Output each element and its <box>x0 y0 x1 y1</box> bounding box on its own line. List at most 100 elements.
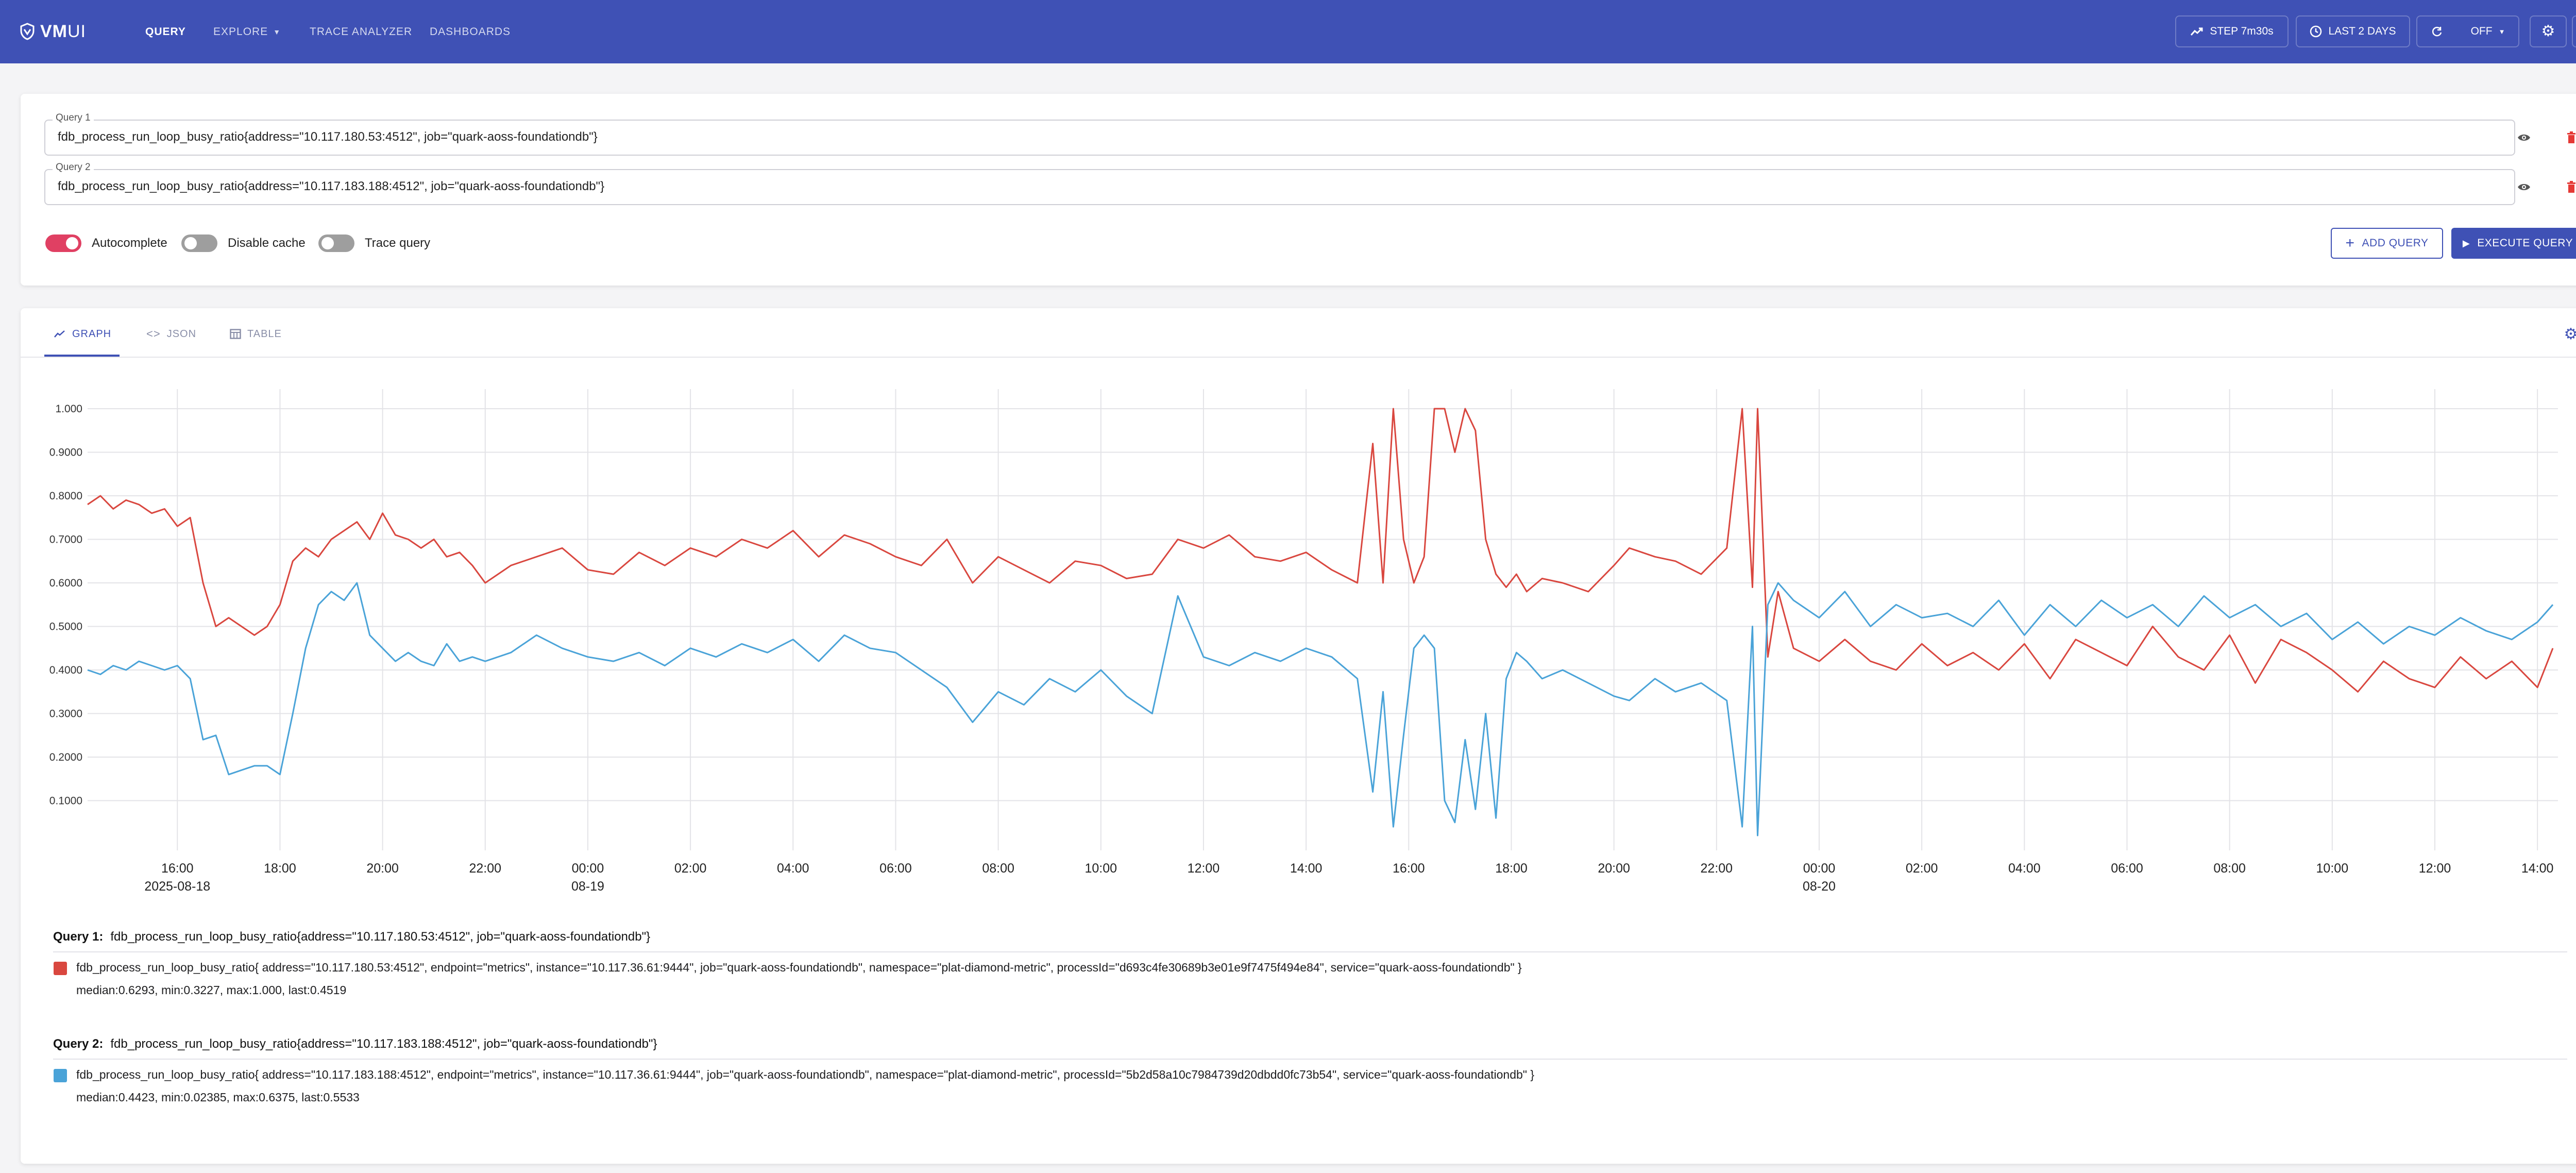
y-tick-label: 0.9000 <box>49 447 82 459</box>
x-tick-label: 06:00 <box>2111 861 2143 876</box>
y-tick-label: 0.2000 <box>49 751 82 763</box>
query-2-field[interactable] <box>44 169 2515 205</box>
query-2-label: Query 2 <box>53 162 94 173</box>
x-tick-label: 08:00 <box>2213 861 2246 876</box>
x-tick-date-label: 08-19 <box>571 879 604 894</box>
query-1-label: Query 1 <box>53 112 94 124</box>
x-tick-label: 18:00 <box>1495 861 1528 876</box>
refresh-label: OFF <box>2470 25 2493 37</box>
x-tick-label: 14:00 <box>1290 861 1323 876</box>
trash-icon <box>2567 181 2575 193</box>
y-tick-label: 0.8000 <box>49 490 82 502</box>
tab-json[interactable]: <> JSON <box>146 325 196 343</box>
x-tick-label: 08:00 <box>982 861 1014 876</box>
trace-query-toggle[interactable]: Trace query <box>318 234 430 253</box>
y-tick-label: 0.7000 <box>49 534 82 546</box>
y-tick-label: 0.1000 <box>49 795 82 807</box>
disable-cache-switch[interactable] <box>181 234 217 252</box>
line-chart: 1.000 0.9000 0.8000 0.7000 0.6000 0.5000 0.400… <box>49 389 2558 894</box>
logo-suffix: UI <box>67 21 86 41</box>
toggle-visibility-button[interactable] <box>2513 176 2535 198</box>
x-tick-label: 20:00 <box>1598 861 1630 876</box>
chevron-down-icon: ▼ <box>273 27 281 36</box>
nav-dashboards[interactable]: DASHBOARDS <box>430 25 511 38</box>
legend-series-2-label[interactable]: fdb_process_run_loop_busy_ratio{ address… <box>76 1068 1535 1081</box>
plus-icon: + <box>2345 234 2355 252</box>
legend-series-1-label[interactable]: fdb_process_run_loop_busy_ratio{ address… <box>76 961 1522 974</box>
refresh-icon <box>2432 27 2442 37</box>
trace-query-switch[interactable] <box>318 234 354 252</box>
x-tick-label: 04:00 <box>2008 861 2041 876</box>
tabs-divider <box>21 357 2576 358</box>
y-tick-label: 0.5000 <box>49 621 82 633</box>
x-tick-label: 18:00 <box>264 861 296 876</box>
x-tick-label: 16:00 <box>161 861 194 876</box>
delete-query-button[interactable] <box>2561 176 2576 198</box>
x-tick-label: 22:00 <box>1701 861 1733 876</box>
nav-explore-label: EXPLORE <box>213 25 268 38</box>
legend-series-1-color[interactable] <box>54 962 67 975</box>
delete-query-button[interactable] <box>2561 127 2576 148</box>
add-query-button[interactable]: + ADD QUERY <box>2331 228 2443 259</box>
autocomplete-switch[interactable] <box>45 234 81 252</box>
autocomplete-label: Autocomplete <box>92 236 167 250</box>
nav-trace-analyzer[interactable]: TRACE ANALYZER <box>310 25 413 38</box>
legend-query-1-label: Query 1: <box>53 930 104 944</box>
settings-button[interactable]: ⚙ <box>2530 15 2567 47</box>
query-1-field[interactable] <box>44 120 2515 156</box>
gear-icon: ⚙ <box>2564 325 2576 343</box>
tab-table-label: TABLE <box>247 328 282 340</box>
toggle-visibility-button[interactable] <box>2513 127 2535 148</box>
x-tick-label: 10:00 <box>2316 861 2349 876</box>
x-tick-label: 02:00 <box>674 861 707 876</box>
legend-query-2: Query 2: fdb_process_run_loop_busy_ratio{… <box>53 1037 657 1051</box>
keyboard-shortcuts-button[interactable] <box>2572 15 2576 47</box>
x-tick-label: 00:00 <box>1803 861 1836 876</box>
tab-json-label: JSON <box>166 328 197 340</box>
series-2-line <box>87 582 2554 836</box>
legend-series-2-color[interactable] <box>54 1069 67 1082</box>
auto-refresh-button[interactable]: OFF ▼ <box>2416 15 2519 47</box>
trending-icon <box>2191 27 2203 36</box>
clock-icon <box>2310 25 2322 38</box>
tab-table[interactable]: TABLE <box>230 325 282 343</box>
query-panel: Query 1 fdb_process_run_loop_busy_ratio{… <box>21 94 2576 286</box>
x-tick-date-label: 08-20 <box>1803 879 1836 894</box>
tab-graph[interactable]: GRAPH <box>54 325 111 343</box>
time-range-button[interactable]: LAST 2 DAYS <box>2296 15 2410 47</box>
step-button[interactable]: STEP 7m30s <box>2175 15 2289 47</box>
autocomplete-toggle[interactable]: Autocomplete <box>45 234 167 253</box>
x-tick-label: 22:00 <box>469 861 501 876</box>
query-2-input[interactable]: fdb_process_run_loop_busy_ratio{address=… <box>58 179 605 193</box>
eye-icon <box>2518 135 2530 141</box>
top-app-bar: VMUI QUERY EXPLORE ▼ TRACE ANALYZER DASH… <box>0 0 2576 63</box>
results-panel <box>21 308 2576 1164</box>
logo-text: VM <box>40 21 67 41</box>
trash-icon <box>2567 131 2575 143</box>
execute-query-label: EXECUTE QUERY <box>2477 237 2573 249</box>
x-tick-label: 14:00 <box>2521 861 2554 876</box>
step-label: STEP 7m30s <box>2210 25 2274 37</box>
nav-query[interactable]: QUERY <box>145 25 186 38</box>
x-tick-label: 16:00 <box>1393 861 1425 876</box>
nav-explore[interactable]: EXPLORE ▼ <box>213 0 281 63</box>
legend-divider <box>53 1059 2567 1060</box>
vmui-logo[interactable]: VMUI <box>20 20 86 43</box>
disable-cache-toggle[interactable]: Disable cache <box>181 234 306 253</box>
execute-query-button[interactable]: ▶ EXECUTE QUERY <box>2451 228 2576 259</box>
legend-series-2-stats: median:0.4423, min:0.02385, max:0.6375, … <box>76 1091 360 1104</box>
legend-query-2-expr: fdb_process_run_loop_busy_ratio{address=… <box>110 1037 657 1051</box>
legend-query-2-label: Query 2: <box>53 1037 104 1051</box>
eye-icon <box>2518 184 2530 190</box>
x-tick-label: 12:00 <box>1188 861 1220 876</box>
active-tab-indicator <box>44 355 120 357</box>
y-tick-label: 0.3000 <box>49 708 82 720</box>
tab-graph-label: GRAPH <box>72 328 112 340</box>
x-tick-label: 10:00 <box>1085 861 1117 876</box>
graph-settings-button[interactable]: ⚙ <box>2560 323 2576 345</box>
shield-logo-icon <box>20 23 35 40</box>
x-tick-label: 04:00 <box>777 861 809 876</box>
x-tick-label: 06:00 <box>879 861 912 876</box>
time-range-label: LAST 2 DAYS <box>2328 25 2396 37</box>
query-1-input[interactable]: fdb_process_run_loop_busy_ratio{address=… <box>58 130 598 144</box>
